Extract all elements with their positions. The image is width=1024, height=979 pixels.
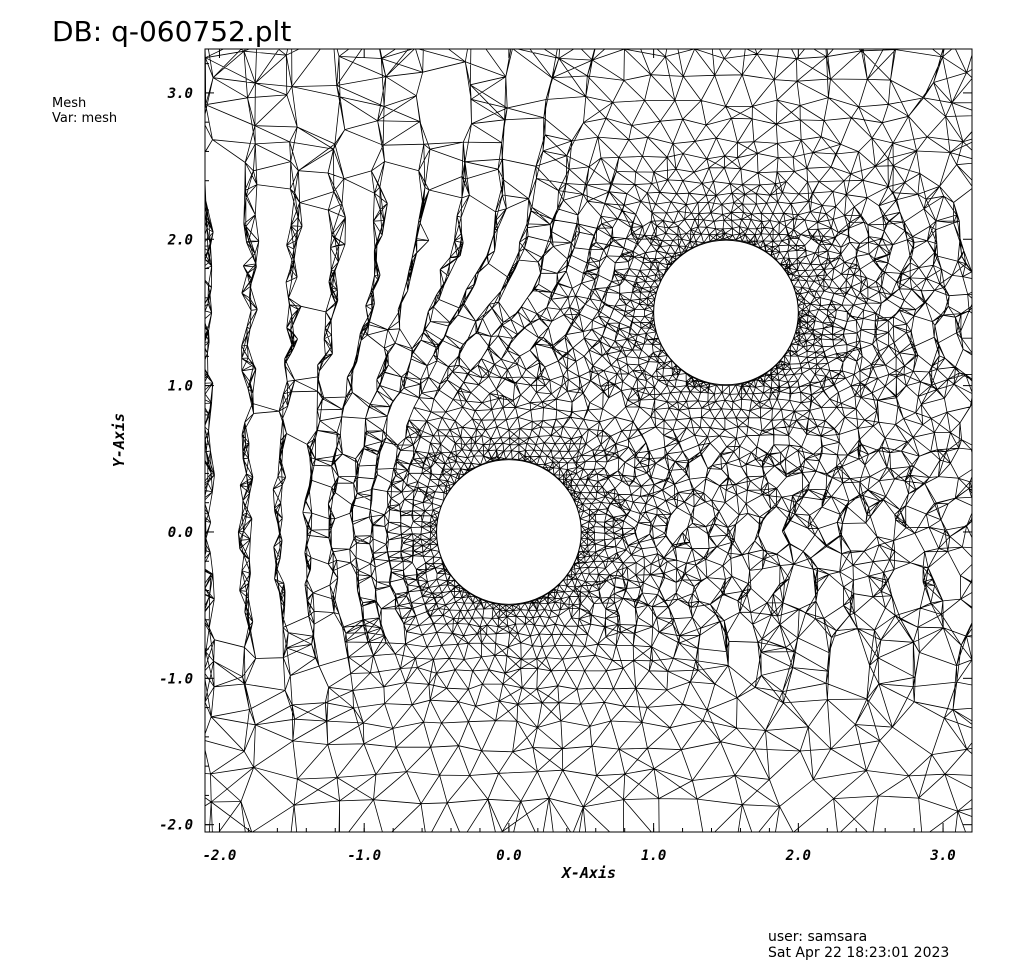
mesh-layer xyxy=(205,49,972,832)
x-tick-label: -2.0 xyxy=(203,848,237,864)
y-tick-label: 3.0 xyxy=(167,86,193,102)
footer-user: user: samsara xyxy=(768,929,868,945)
x-tick-label: 2.0 xyxy=(785,848,811,864)
mesh-hole-2 xyxy=(653,239,799,386)
x-tick-label: 3.0 xyxy=(929,848,955,864)
plot-legend: Mesh Var: mesh xyxy=(52,96,117,126)
y-tick-label: 1.0 xyxy=(168,379,193,395)
legend-variable: Var: mesh xyxy=(52,111,118,126)
y-tick-label: -1.0 xyxy=(159,671,193,687)
mesh-edges xyxy=(205,49,972,832)
x-tick-label: -1.0 xyxy=(347,848,381,864)
x-tick-label: 0.0 xyxy=(496,848,521,864)
ticks-layer: -2.0 -1.0 0.0 1.0 2.0 3.0 -2.0 -1.0 0.0 1.0 2.0 3.0 xyxy=(159,49,973,864)
x-axis-title: X-Axis xyxy=(560,864,616,882)
database-title: DB: q-060752.plt xyxy=(52,15,292,48)
holes-layer xyxy=(436,239,799,605)
footer-timestamp: Sat Apr 22 18:23:01 2023 xyxy=(768,945,950,961)
footer-info: user: samsara Sat Apr 22 18:23:01 2023 xyxy=(768,929,949,961)
legend-plot-type: Mesh xyxy=(52,96,87,111)
y-tick-label: 2.0 xyxy=(167,232,193,248)
y-tick-label: 0.0 xyxy=(168,525,193,541)
y-axis-title: Y-Axis xyxy=(110,413,128,467)
plot-frame xyxy=(204,48,973,833)
x-tick-label: 1.0 xyxy=(641,848,666,864)
y-tick-label: -2.0 xyxy=(159,818,193,834)
mesh-hole-1 xyxy=(436,459,582,605)
